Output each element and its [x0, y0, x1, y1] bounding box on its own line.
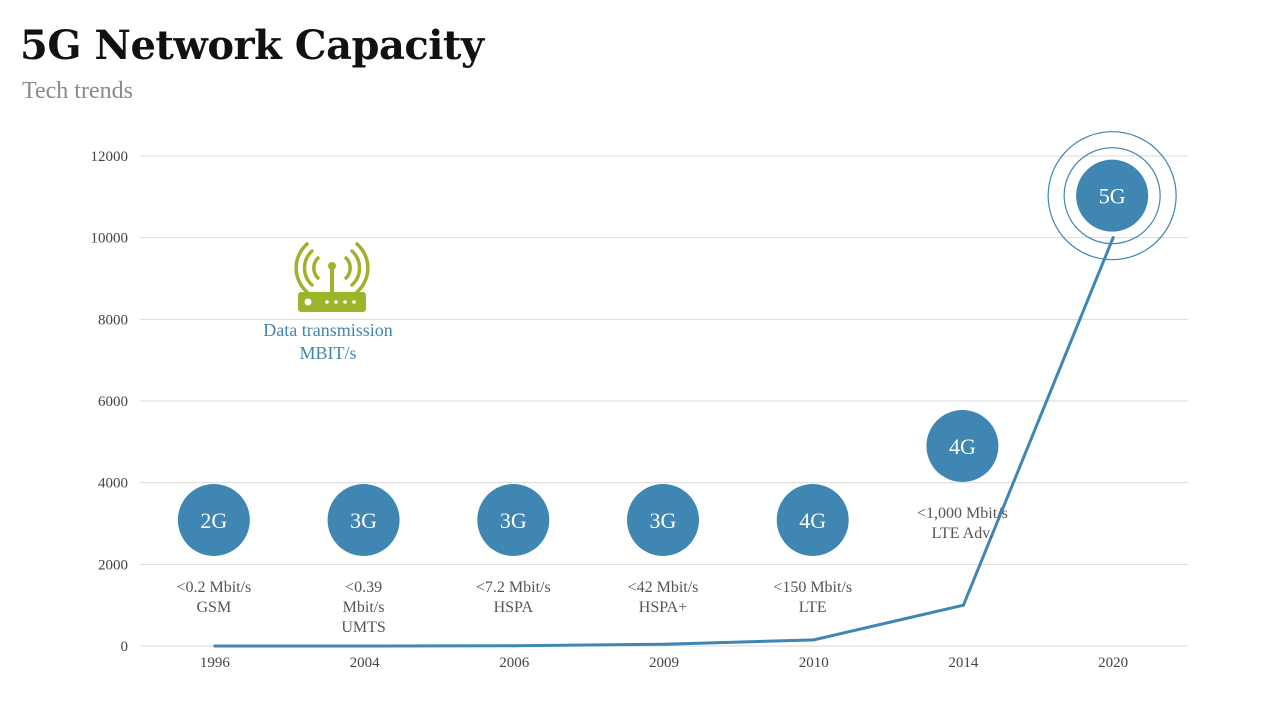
bubble-circle [926, 410, 999, 482]
data-point [1111, 236, 1115, 240]
data-point [812, 638, 816, 642]
generation-annotation: LTE [799, 599, 827, 616]
y-tick-label: 6000 [98, 394, 128, 410]
generation-annotation: HSPA+ [639, 599, 687, 616]
bubble-ring-inner [1063, 147, 1161, 245]
generation-annotation: <7.2 Mbit/s [476, 579, 551, 596]
generation-bubble: 3G <0.39 Mbit/s UMTS [327, 484, 400, 636]
bubble-circle [776, 484, 849, 556]
generation-annotation: HSPA [494, 599, 534, 616]
y-tick-label: 8000 [98, 312, 128, 328]
wifi-router-icon [294, 242, 370, 312]
x-tick-label: 2020 [1098, 655, 1128, 671]
y-tick-label: 12000 [91, 149, 129, 165]
bubble-label: 3G [500, 508, 527, 533]
generation-annotation: <0.39 [345, 579, 382, 596]
bubble-label: 4G [949, 434, 976, 459]
bubble-circle [477, 484, 550, 556]
data-point [662, 642, 666, 646]
x-tick-label: 2006 [499, 655, 530, 671]
bubble-label: 5G [1099, 184, 1126, 209]
generation-annotation: LTE Adv. [932, 525, 993, 542]
gridlines [140, 155, 1188, 647]
page-subtitle: Tech trends [22, 78, 133, 104]
y-tick-label: 4000 [98, 476, 128, 492]
legend-label-line1: Data transmission [263, 320, 392, 340]
bubble-circle [1076, 159, 1149, 232]
generation-annotation: <42 Mbit/s [628, 579, 699, 596]
bubble-circle [327, 484, 400, 556]
y-axis: 0 2000 4000 6000 8000 10000 12000 [91, 149, 129, 655]
generation-annotation: Mbit/s [343, 599, 385, 616]
page-title: 5G Network Capacity [20, 22, 484, 69]
x-tick-label: 2010 [799, 655, 829, 671]
y-tick-label: 0 [121, 639, 129, 655]
generation-annotation: <1,000 Mbit/s [917, 505, 1008, 522]
bubble-label: 2G [200, 508, 227, 533]
generation-annotation: <150 Mbit/s [773, 579, 852, 596]
bubble-circle [627, 484, 699, 556]
generation-bubble: 4G <1,000 Mbit/s LTE Adv. [917, 410, 1008, 542]
x-tick-label: 2004 [350, 655, 381, 671]
generation-annotation: <0.2 Mbit/s [176, 579, 251, 596]
series-line-group [213, 236, 1115, 648]
bubble-label: 3G [650, 508, 677, 533]
bubble-label: 4G [799, 508, 826, 533]
y-tick-label: 10000 [91, 231, 129, 247]
legend: Data transmission MBIT/s [263, 242, 393, 363]
generation-bubble: 2G <0.2 Mbit/s GSM [176, 484, 251, 616]
generation-bubble: 5G [1047, 131, 1177, 261]
x-tick-label: 2014 [948, 655, 979, 671]
data-point [512, 644, 516, 648]
generation-bubble: 3G <42 Mbit/s HSPA+ [627, 484, 699, 616]
data-point [363, 644, 367, 648]
data-point [961, 603, 965, 607]
generation-bubble: 3G <7.2 Mbit/s HSPA [476, 484, 551, 616]
x-axis: 1996 2004 2006 2009 2010 2014 2020 [200, 655, 1128, 671]
legend-label-line2: MBIT/s [299, 343, 356, 363]
generation-bubble: 4G <150 Mbit/s LTE [773, 484, 852, 616]
bubble-label: 3G [350, 508, 377, 533]
bubble-ring-outer [1047, 131, 1177, 261]
generation-annotation: GSM [197, 599, 232, 616]
y-tick-label: 2000 [98, 557, 128, 573]
data-point [213, 644, 217, 648]
x-tick-label: 1996 [200, 655, 231, 671]
x-tick-label: 2009 [649, 655, 679, 671]
generation-annotation: UMTS [341, 619, 385, 636]
bubble-circle [177, 484, 250, 556]
generation-bubbles: 2G <0.2 Mbit/s GSM 3G <0.39 Mbit/s UMTS 3G <7.2 … [176, 131, 1177, 636]
